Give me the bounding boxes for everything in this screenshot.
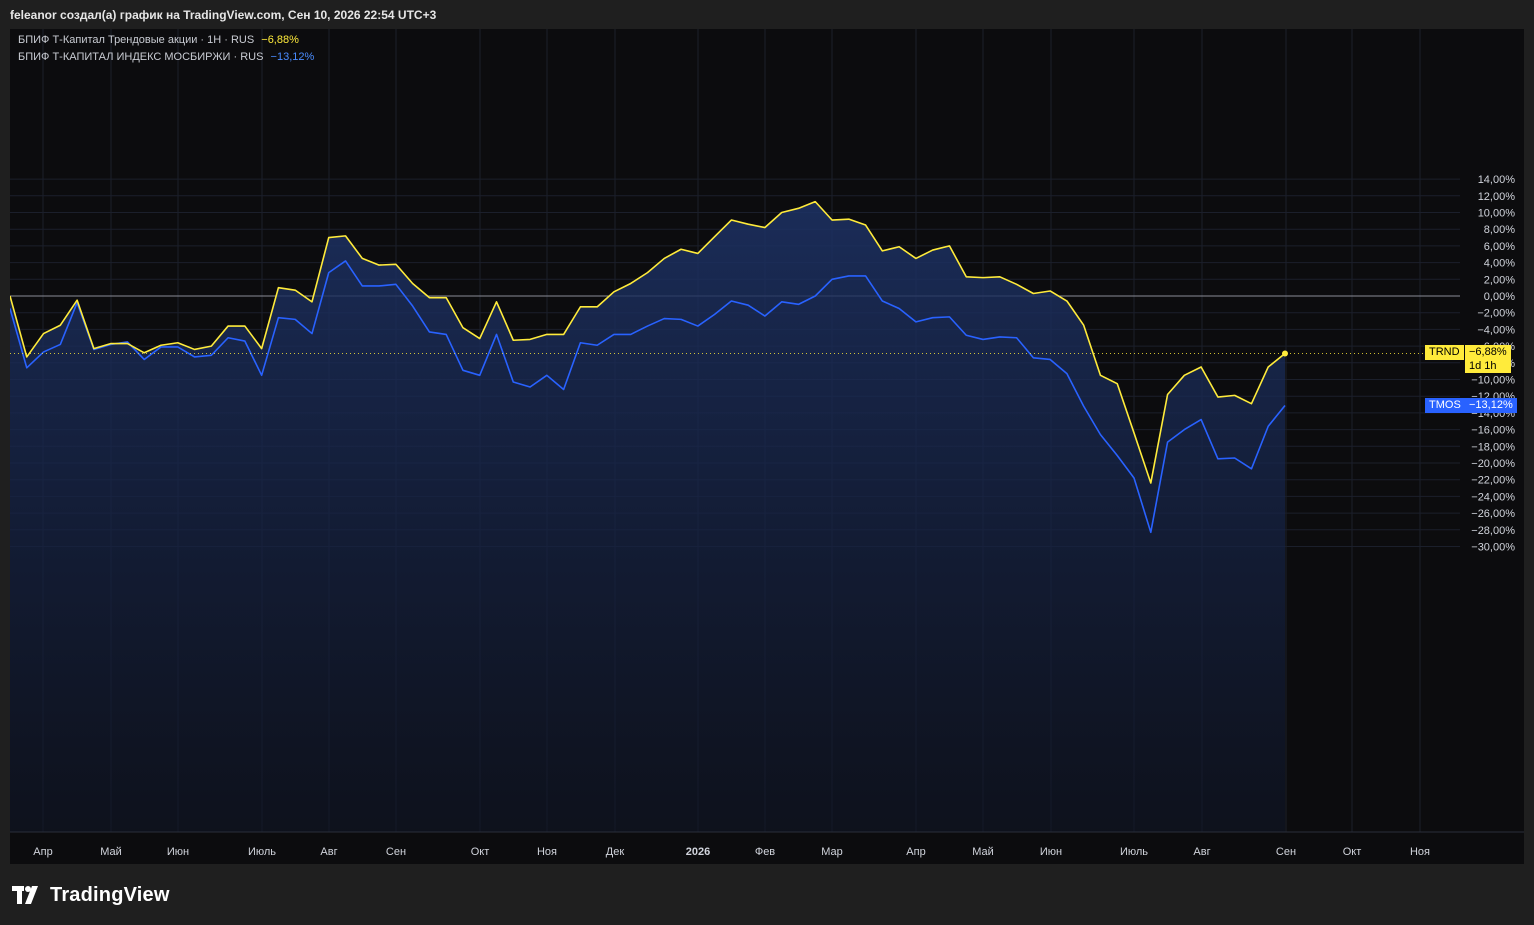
x-tick-label: Июн (167, 846, 189, 858)
x-tick-label: Окт (1343, 846, 1362, 858)
y-tick-label: 10,00% (1478, 208, 1516, 220)
tradingview-logo[interactable]: TradingView (12, 882, 170, 908)
x-tick-label: Ноя (1410, 846, 1430, 858)
x-tick-label: Май (972, 846, 994, 858)
x-tick-label: Июль (1120, 846, 1148, 858)
y-tick-label: 2,00% (1484, 274, 1515, 286)
y-tick-label: −2,00% (1477, 308, 1515, 320)
tradingview-logo-icon (12, 886, 38, 904)
y-tick-label: −22,00% (1471, 475, 1515, 487)
x-tick-label: Фев (755, 846, 775, 858)
x-tick-label: Ноя (537, 846, 557, 858)
legend-tmos-label: БПИФ Т-КАПИТАЛ ИНДЕКС МОСБИРЖИ · RUS (18, 51, 264, 63)
price-tag-tmos-value: −13,12% (1465, 397, 1517, 413)
y-tick-label: −18,00% (1471, 441, 1515, 453)
y-tick-label: 8,00% (1484, 224, 1515, 236)
price-tag-trnd-symbol: TRND (1425, 345, 1464, 361)
legend-tmos[interactable]: БПИФ Т-КАПИТАЛ ИНДЕКС МОСБИРЖИ · RUS −13… (18, 51, 314, 63)
y-tick-label: −16,00% (1471, 425, 1515, 437)
x-tick-label: Мар (821, 846, 843, 858)
x-tick-label: Дек (606, 846, 625, 858)
legend-trnd[interactable]: БПИФ Т-Капитал Трендовые акции · 1Н · RU… (18, 34, 299, 46)
x-tick-label: Июн (1040, 846, 1062, 858)
tradingview-brand: TradingView (50, 883, 170, 906)
price-tag-trnd-sub: 1d 1h (1469, 360, 1497, 373)
x-tick-label: Авг (1193, 846, 1210, 858)
x-tick-label: Июль (248, 846, 276, 858)
legend-trnd-label: БПИФ Т-Капитал Трендовые акции · 1Н · RU… (18, 34, 255, 46)
y-tick-label: 14,00% (1478, 174, 1516, 186)
x-tick-label: 2026 (686, 846, 710, 858)
y-tick-label: −30,00% (1471, 542, 1515, 554)
y-tick-label: 0,00% (1484, 291, 1515, 303)
y-tick-label: −20,00% (1471, 458, 1515, 470)
price-tag-trnd-value: −6,88% (1469, 346, 1507, 359)
y-tick-label: −26,00% (1471, 508, 1515, 520)
y-tick-label: −28,00% (1471, 525, 1515, 537)
chart-canvas[interactable]: 14,00% 12,00% 10,00% 8,00% 6,00% 4,00% 2,00% 0,… (10, 29, 1524, 864)
x-tick-label: Окт (471, 846, 490, 858)
series-line-trnd (10, 200, 1286, 484)
chart-frame[interactable]: 14,00% 12,00% 10,00% 8,00% 6,00% 4,00% 2,00% 0,… (10, 29, 1524, 864)
last-point-trnd (1282, 350, 1288, 357)
x-tick-label: Сен (386, 846, 406, 858)
legend-tmos-value: −13,12% (270, 51, 315, 63)
chart-caption: feleanor создал(а) график на TradingView… (10, 8, 437, 22)
series-line-tmos (10, 260, 1286, 534)
y-tick-label: 4,00% (1484, 258, 1515, 270)
x-tick-label: Апр (33, 846, 52, 858)
legend-trnd-value: −6,88% (261, 34, 299, 46)
price-tag-tmos-symbol: TMOS (1425, 397, 1465, 413)
y-tick-label: 6,00% (1484, 241, 1515, 253)
x-tick-label: Авг (320, 846, 337, 858)
y-tick-label: −4,00% (1477, 324, 1515, 336)
x-tick-label: Апр (906, 846, 925, 858)
y-tick-label: −24,00% (1471, 491, 1515, 503)
series-area-fill (10, 201, 1285, 832)
y-tick-label: 12,00% (1478, 191, 1516, 203)
price-tag-trnd: −6,88% 1d 1h (1465, 345, 1511, 374)
x-tick-label: Май (100, 846, 122, 858)
y-tick-label: −10,00% (1471, 375, 1515, 387)
x-tick-label: Сен (1276, 846, 1296, 858)
